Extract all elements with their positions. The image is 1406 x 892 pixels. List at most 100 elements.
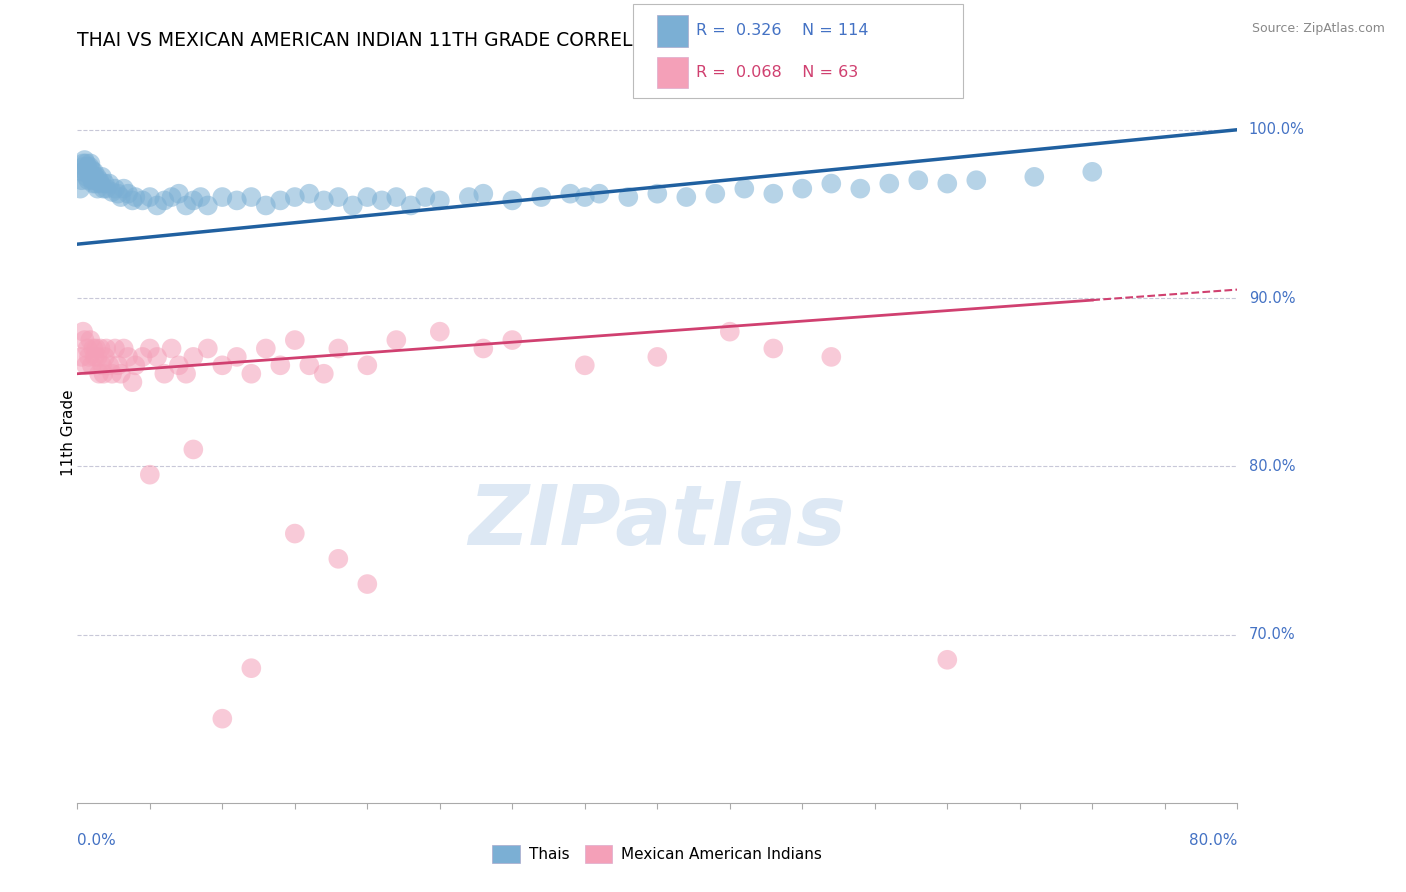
Point: [87, 173, 110, 187]
Point: [86, 169, 108, 184]
Legend: Thais, Mexican American Indians: Thais, Mexican American Indians: [486, 839, 828, 869]
Point: [328, 342, 350, 356]
Text: THAI VS MEXICAN AMERICAN INDIAN 11TH GRADE CORRELATION CHART: THAI VS MEXICAN AMERICAN INDIAN 11TH GRA…: [77, 30, 759, 50]
Point: [385, 190, 408, 204]
Point: [617, 190, 640, 204]
Point: [75, 359, 97, 373]
Point: [342, 198, 364, 212]
Point: [112, 342, 135, 356]
Point: [80, 168, 103, 182]
Point: [197, 198, 219, 212]
Text: 70.0%: 70.0%: [1249, 627, 1295, 642]
Point: [501, 333, 523, 347]
Point: [79, 156, 101, 170]
Point: [93, 367, 115, 381]
Point: [76, 342, 98, 356]
Point: [84, 173, 107, 187]
Point: [131, 350, 153, 364]
Point: [429, 194, 451, 208]
Point: [139, 467, 162, 482]
Point: [139, 342, 162, 356]
Point: [167, 359, 190, 373]
Point: [240, 661, 263, 675]
Text: ZIPatlas: ZIPatlas: [468, 481, 846, 562]
Point: [298, 359, 321, 373]
Y-axis label: 11th Grade: 11th Grade: [62, 389, 76, 476]
Point: [84, 177, 107, 191]
Point: [965, 173, 987, 187]
Point: [269, 194, 291, 208]
Point: [69, 181, 91, 195]
Point: [312, 194, 335, 208]
Point: [704, 186, 727, 201]
Point: [96, 181, 118, 195]
Point: [73, 333, 96, 347]
Point: [190, 190, 212, 204]
Point: [153, 194, 176, 208]
Point: [160, 190, 183, 204]
Point: [124, 190, 146, 204]
Text: 80.0%: 80.0%: [1189, 833, 1237, 848]
Point: [98, 359, 121, 373]
Text: 80.0%: 80.0%: [1249, 458, 1295, 474]
Text: R =  0.326    N = 114: R = 0.326 N = 114: [696, 23, 869, 38]
Text: 90.0%: 90.0%: [1249, 291, 1295, 305]
Point: [83, 350, 105, 364]
Point: [80, 163, 103, 178]
Point: [131, 194, 153, 208]
Point: [86, 181, 108, 195]
Point: [84, 342, 107, 356]
Point: [112, 181, 135, 195]
Point: [225, 350, 247, 364]
Point: [153, 367, 176, 381]
Point: [284, 333, 307, 347]
Point: [124, 359, 146, 373]
Point: [733, 181, 755, 195]
Point: [429, 325, 451, 339]
Point: [284, 526, 307, 541]
Point: [121, 375, 143, 389]
Point: [298, 186, 321, 201]
Point: [269, 359, 291, 373]
Point: [399, 198, 422, 212]
Point: [167, 186, 190, 201]
Text: 0.0%: 0.0%: [77, 833, 117, 848]
Point: [139, 190, 162, 204]
Point: [647, 186, 669, 201]
Point: [501, 194, 523, 208]
Point: [1024, 169, 1046, 184]
Point: [849, 181, 872, 195]
Point: [211, 712, 233, 726]
Point: [82, 342, 104, 356]
Point: [472, 186, 495, 201]
Point: [70, 173, 93, 187]
Point: [93, 181, 115, 195]
Point: [76, 160, 98, 174]
Point: [675, 190, 697, 204]
Point: [79, 160, 101, 174]
Point: [121, 194, 143, 208]
Point: [936, 653, 959, 667]
Point: [101, 367, 124, 381]
Point: [356, 190, 378, 204]
Point: [647, 350, 669, 364]
Point: [98, 177, 121, 191]
Point: [718, 325, 741, 339]
Point: [225, 194, 247, 208]
Point: [87, 367, 110, 381]
Point: [101, 185, 124, 199]
Point: [107, 359, 129, 373]
Point: [174, 198, 197, 212]
Point: [183, 194, 205, 208]
Point: [91, 169, 114, 184]
Point: [457, 190, 479, 204]
Point: [96, 342, 118, 356]
Point: [174, 367, 197, 381]
Point: [762, 342, 785, 356]
Point: [792, 181, 814, 195]
Point: [70, 350, 93, 364]
Point: [240, 367, 263, 381]
Point: [107, 186, 129, 201]
Point: [94, 177, 117, 191]
Point: [328, 190, 350, 204]
